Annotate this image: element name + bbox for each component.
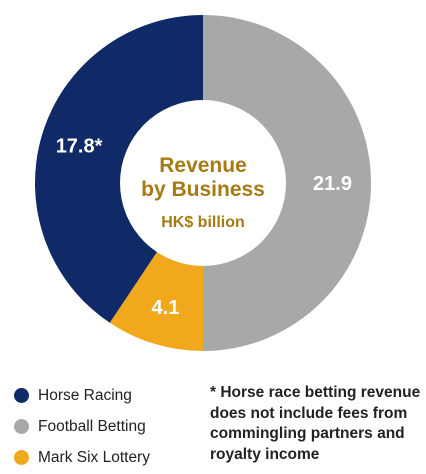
legend-swatch-horse-racing xyxy=(14,388,29,403)
slice-football-betting xyxy=(203,15,371,351)
legend-swatch-football-betting xyxy=(14,419,29,434)
center-title-line-2: by Business xyxy=(141,178,265,201)
center-unit-label: HK$ billion xyxy=(161,214,245,231)
legend-item-football-betting: Football Betting xyxy=(14,411,204,442)
footnote: * Horse race betting revenue does not in… xyxy=(210,384,421,463)
legend-item-mark-six-lottery: Mark Six Lottery xyxy=(14,442,204,473)
slice-label-football-betting: 21.9 xyxy=(313,173,352,195)
center-title-line-1: Revenue xyxy=(159,154,247,177)
legend-item-horse-racing: Horse Racing xyxy=(14,380,204,411)
chart-legend: Horse Racing Football Betting Mark Six L… xyxy=(14,380,204,473)
donut-center-hole xyxy=(120,100,286,266)
legend-swatch-mark-six-lottery xyxy=(14,450,29,465)
legend-label-mark-six-lottery: Mark Six Lottery xyxy=(38,448,150,466)
legend-label-football-betting: Football Betting xyxy=(38,417,146,435)
slice-labels: 21.9 4.1 17.8* xyxy=(56,135,352,318)
slice-label-horse-racing: 17.8* xyxy=(56,135,103,157)
slice-label-mark-six-lottery: 4.1 xyxy=(152,297,180,319)
legend-label-horse-racing: Horse Racing xyxy=(38,386,132,404)
